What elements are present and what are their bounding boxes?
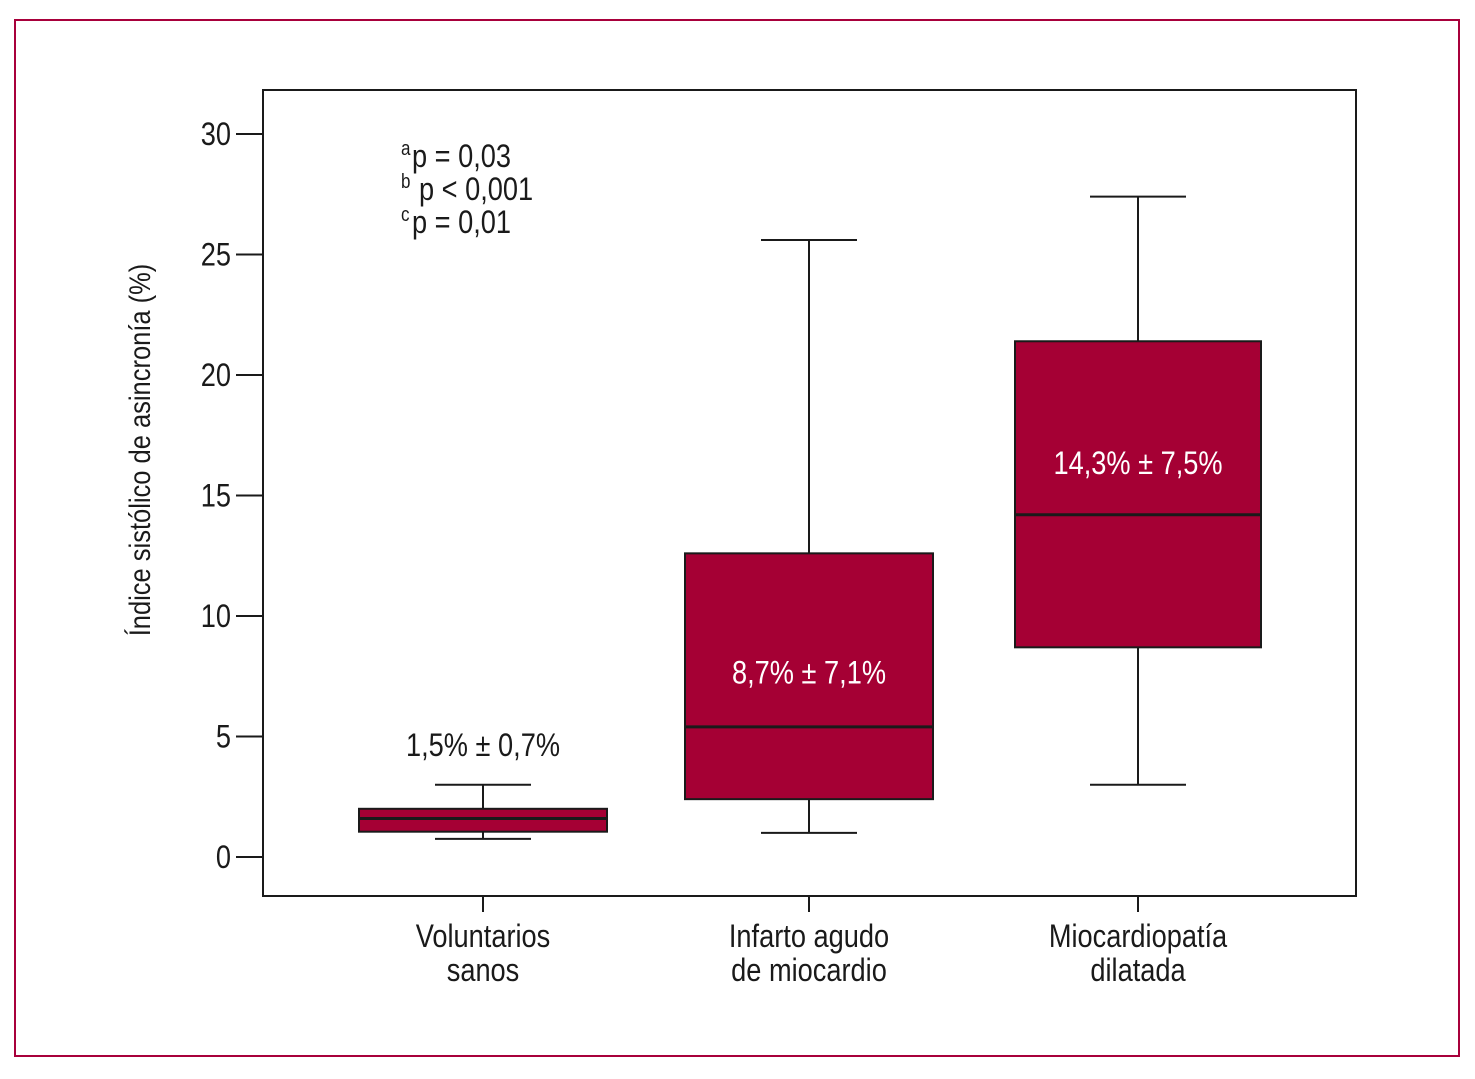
- x-tick-label: Voluntarios: [416, 919, 551, 955]
- y-tick-label: 5: [216, 719, 231, 755]
- y-tick-label: 10: [201, 599, 231, 635]
- y-axis-label: Índice sistólico de asincronía (%): [123, 264, 156, 637]
- box-group: 14,3% ± 7,5%: [1014, 195, 1262, 786]
- box-group: 1,5% ± 0,7%: [358, 728, 608, 840]
- pvalue-text: p = 0,03: [412, 139, 511, 175]
- iqr-box: [684, 552, 934, 801]
- y-tick-label: 0: [216, 840, 231, 876]
- pvalue-superscript: b: [401, 170, 410, 193]
- y-tick-label: 25: [201, 237, 231, 273]
- mean-sd-label: 1,5% ± 0,7%: [406, 728, 560, 764]
- pvalue-text: p < 0,001: [419, 172, 533, 208]
- iqr-box: [358, 807, 608, 833]
- iqr-box: [1014, 340, 1262, 649]
- pvalue-text: p = 0,01: [412, 205, 511, 241]
- mean-sd-label: 14,3% ± 7,5%: [1053, 446, 1222, 482]
- y-tick-label: 20: [201, 358, 231, 394]
- x-tick-label: Infarto agudo: [729, 919, 889, 955]
- y-axis: 0 5 10 15 20 25 30: [201, 117, 263, 876]
- boxes: 1,5% ± 0,7% 8,7% ± 7,1% 14,3% ± 7,5%: [358, 195, 1262, 840]
- pvalue-superscript: c: [401, 203, 410, 226]
- x-tick-label: dilatada: [1090, 953, 1186, 989]
- x-tick-label: de miocardio: [731, 953, 887, 989]
- x-tick-label: sanos: [447, 953, 520, 989]
- mean-sd-label: 8,7% ± 7,1%: [732, 655, 886, 691]
- pvalue-superscript: a: [401, 137, 411, 160]
- box-group: 8,7% ± 7,1%: [684, 239, 934, 834]
- x-tick-label: Miocardiopatía: [1049, 919, 1228, 955]
- y-tick-label: 15: [201, 478, 231, 514]
- y-tick-label: 30: [201, 117, 231, 153]
